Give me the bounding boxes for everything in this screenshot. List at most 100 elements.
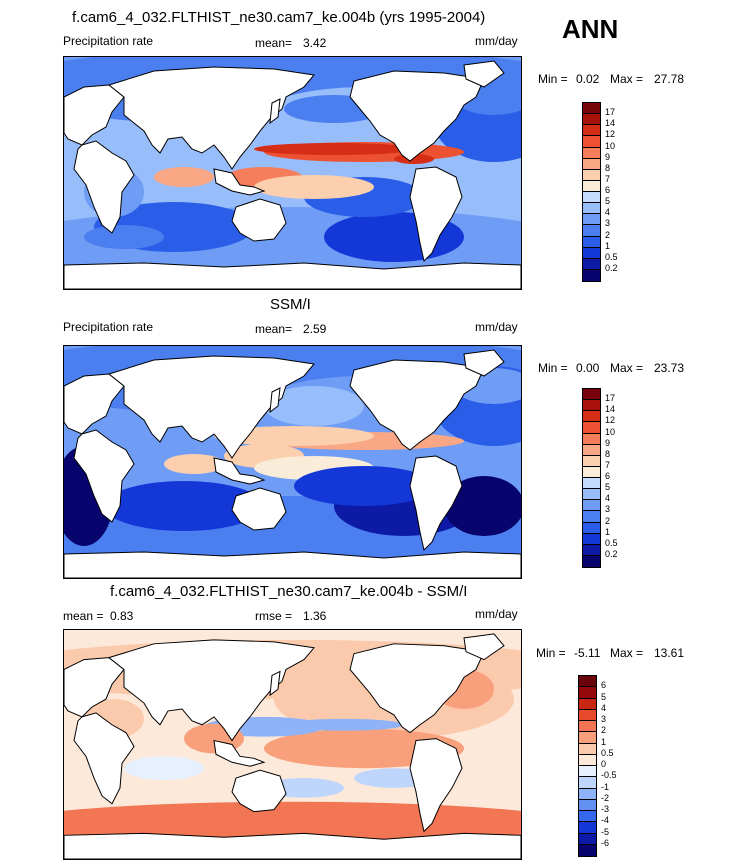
colorbar-tick-label: 1 [605,240,611,251]
colorbar-tick-label: 8 [605,448,611,459]
colorbar-swatch [583,158,600,170]
colorbar-tick-label: 5 [605,196,611,207]
colorbar-swatch [583,511,600,523]
panel3-mean-label: mean = [63,609,104,623]
colorbar-swatch [583,500,600,512]
colorbar-tick-label: -3 [601,804,610,814]
colorbar-swatch [583,489,600,501]
panel1-min-label: Min = [538,72,568,86]
colorbar-swatch [579,777,596,789]
panel2-mean-label: mean= [255,322,293,336]
colorbar-swatch [579,822,596,834]
colorbar-swatch [583,544,600,556]
panel3-min-value: -5.11 [574,646,601,660]
panel3-colorbar [578,675,597,857]
landmass [213,739,266,767]
precip-region [444,476,521,536]
colorbar-tick-label: 4 [601,702,607,713]
precip-region [294,466,434,506]
colorbar-tick-label: 1 [605,526,611,537]
colorbar-swatch [583,478,600,490]
colorbar-swatch [583,103,600,115]
panel2-map [63,345,522,579]
panel1-mean-label: mean= [255,36,293,50]
panel1-max-value: 27.78 [654,72,685,86]
colorbar-tick-label: 0.2 [605,548,618,559]
colorbar-tick-label: 7 [605,459,611,470]
panel2-variable-label: Precipitation rate [63,320,154,334]
colorbar-tick-label: 12 [605,415,616,426]
colorbar-swatch [583,169,600,181]
precip-region [254,175,374,199]
colorbar-tick-label: -6 [601,837,610,848]
precip-region [154,167,214,187]
colorbar-tick-label: 3 [605,504,611,515]
panel2-mean-value: 2.59 [303,322,327,336]
precip-region [84,225,164,249]
colorbar-swatch [583,136,600,148]
colorbar-tick-label: 17 [605,107,616,118]
precip-region [264,386,364,426]
landmass [231,487,287,531]
colorbar-tick-label: -4 [601,815,610,826]
colorbar-swatch [583,555,600,567]
panel3-max-value: 13.61 [654,646,685,660]
landmass [64,84,135,234]
colorbar-swatch [583,466,600,478]
panel3-units: mm/day [475,607,518,621]
colorbar-tick-label: 5 [601,691,607,702]
precip-region [164,454,224,474]
colorbar-swatch [579,788,596,800]
colorbar-tick-label: 6 [605,185,611,195]
panel1-colorbar [582,102,601,282]
colorbar-tick-label: 4 [605,493,611,504]
colorbar-swatch [583,389,600,401]
landmass [463,349,505,377]
colorbar-swatch [579,721,596,733]
colorbar-tick-label: 0.5 [605,537,618,548]
landmass [409,738,463,833]
colorbar-swatch [583,203,600,215]
colorbar-swatch [579,811,596,823]
colorbar-swatch [583,214,600,226]
colorbar-tick-label: 0.2 [605,262,618,273]
colorbar-tick-label: 7 [605,173,611,184]
precip-region [124,756,204,781]
colorbar-swatch [579,754,596,766]
panel3-title: f.cam6_4_032.FLTHIST_ne30.cam7_ke.004b -… [110,583,468,600]
landmass [231,769,287,813]
colorbar-tick-label: 0.5 [605,251,618,262]
panel2-min-value: 0.00 [576,361,600,375]
precip-region [214,426,374,446]
panel3-rmse-value: 1.36 [303,609,327,623]
panel1-max-label: Max = [610,72,644,86]
colorbar-tick-label: 0.5 [601,747,614,758]
colorbar-tick-label: 4 [605,207,611,218]
colorbar-tick-label: -2 [601,792,610,803]
landmass [409,455,463,551]
panel3-mean-value: 0.83 [110,609,134,623]
colorbar-tick-label: 3 [601,714,607,724]
colorbar-swatch [583,236,600,248]
colorbar-tick-label: 9 [605,151,611,162]
colorbar-tick-label: 9 [605,437,611,448]
colorbar-tick-label: 14 [605,118,616,129]
colorbar-tick-label: 17 [605,393,616,404]
landmass [269,670,281,697]
colorbar-swatch [583,180,600,192]
coastlines [64,349,521,578]
colorbar-swatch [579,732,596,744]
landmass [107,66,315,170]
panel3-min-label: Min = [536,646,566,660]
colorbar-tick-label: 2 [605,229,611,240]
colorbar-swatch [579,844,596,856]
colorbar-tick-label: 2 [601,725,607,736]
landmass [213,168,266,196]
panel3-map [63,629,522,860]
precip-region [254,143,414,155]
colorbar-swatch [583,422,600,434]
panel1-mean-value: 3.42 [303,36,327,50]
coastlines [64,633,521,859]
panel2-units: mm/day [475,320,518,334]
colorbar-swatch [583,147,600,159]
